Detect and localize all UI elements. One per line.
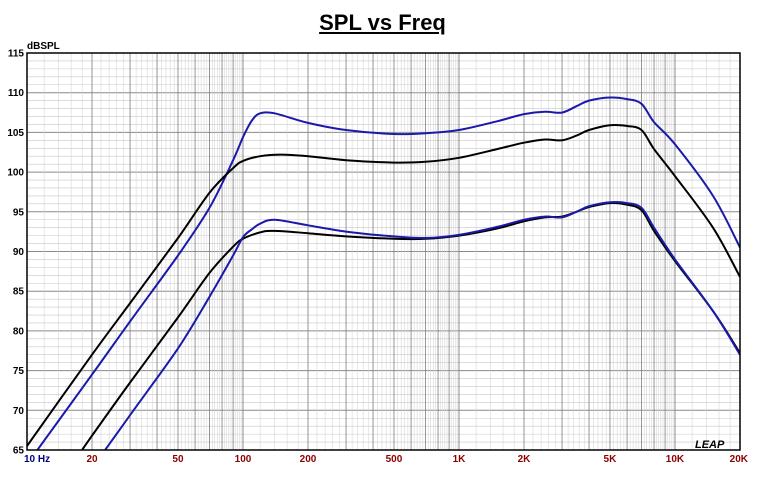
x-tick-label: 2K xyxy=(518,454,532,465)
y-ticks: 65 70 75 80 85 90 95 100 105 110 115 xyxy=(7,49,24,457)
y-tick-label: 110 xyxy=(8,88,25,99)
y-tick-label: 70 xyxy=(13,406,25,417)
y-tick-label: 85 xyxy=(13,287,25,298)
plot-frame xyxy=(26,52,741,451)
y-tick-label: 105 xyxy=(7,128,24,139)
x-tick-label: 200 xyxy=(300,454,317,465)
series-line-2 xyxy=(27,124,740,447)
grid xyxy=(26,52,741,451)
curves xyxy=(27,96,740,450)
x-tick-label: 10K xyxy=(666,454,685,465)
x-tick-label: 20K xyxy=(730,454,749,465)
x-tick-label: 20 xyxy=(86,454,98,465)
y-tick-label: 65 xyxy=(13,446,25,457)
x-ticks: 10 Hz 20 50 100 200 500 1K 2K 5K 10K 20K xyxy=(24,454,749,465)
y-tick-label: 80 xyxy=(13,326,25,337)
x-tick-label: 50 xyxy=(172,454,184,465)
leap-logo: LEAP xyxy=(695,439,725,451)
y-tick-label: 95 xyxy=(13,207,25,218)
series-line-1 xyxy=(36,96,740,450)
x-tick-label: 100 xyxy=(235,454,252,465)
y-tick-label: 75 xyxy=(13,366,25,377)
y-tick-label: 115 xyxy=(8,49,25,60)
x-tick-label: 5K xyxy=(604,454,618,465)
chart-title: SPL vs Freq xyxy=(319,10,446,35)
y-axis-label: dBSPL xyxy=(27,41,60,52)
y-tick-label: 100 xyxy=(7,168,24,179)
series-line-4 xyxy=(104,201,740,450)
x-tick-label: 1K xyxy=(453,454,467,465)
x-tick-label: 500 xyxy=(386,454,403,465)
y-tick-label: 90 xyxy=(13,247,25,258)
x-tick-label: 10 Hz xyxy=(24,454,50,465)
